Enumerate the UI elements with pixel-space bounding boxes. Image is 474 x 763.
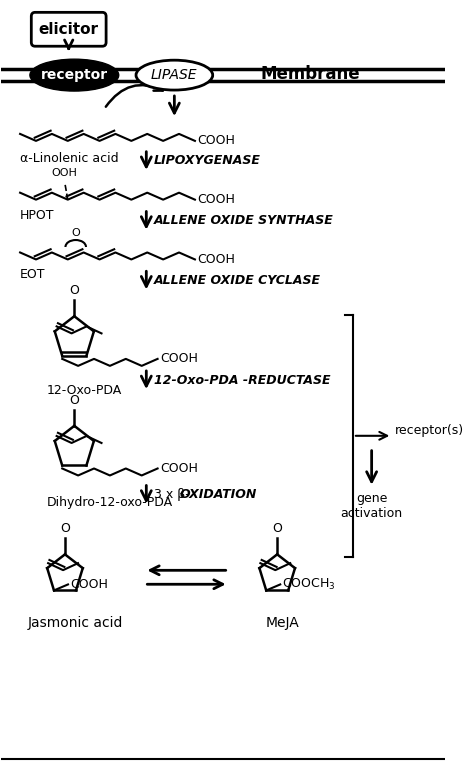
Text: COOH: COOH bbox=[198, 134, 236, 147]
Text: O: O bbox=[60, 523, 70, 536]
Text: COOH: COOH bbox=[160, 462, 198, 475]
Text: COOH: COOH bbox=[198, 253, 236, 266]
Text: ALLENE OXIDE CYCLASE: ALLENE OXIDE CYCLASE bbox=[154, 274, 321, 287]
Ellipse shape bbox=[136, 60, 213, 90]
Text: receptor(s): receptor(s) bbox=[395, 424, 464, 437]
Text: O: O bbox=[69, 285, 79, 298]
Text: α-Linolenic acid: α-Linolenic acid bbox=[20, 152, 118, 165]
Text: 12-Oxo-PDA -REDUCTASE: 12-Oxo-PDA -REDUCTASE bbox=[154, 374, 330, 387]
Text: MeJA: MeJA bbox=[266, 617, 300, 630]
Text: ALLENE OXIDE SYNTHASE: ALLENE OXIDE SYNTHASE bbox=[154, 214, 334, 227]
Text: O: O bbox=[69, 394, 79, 407]
Text: COOH: COOH bbox=[70, 578, 108, 591]
Text: LIPOXYGENASE: LIPOXYGENASE bbox=[154, 154, 261, 167]
Text: OOH: OOH bbox=[51, 168, 77, 178]
Text: OXIDATION: OXIDATION bbox=[180, 488, 257, 501]
FancyArrowPatch shape bbox=[106, 83, 163, 107]
Text: HPOT: HPOT bbox=[20, 208, 55, 221]
FancyBboxPatch shape bbox=[31, 12, 106, 47]
Text: O: O bbox=[272, 523, 282, 536]
Text: COOH: COOH bbox=[198, 193, 236, 206]
Text: gene
activation: gene activation bbox=[341, 491, 403, 520]
Text: 3 x β-: 3 x β- bbox=[154, 488, 190, 501]
Text: COOCH$_3$: COOCH$_3$ bbox=[282, 577, 336, 592]
Text: EOT: EOT bbox=[20, 269, 46, 282]
Text: receptor: receptor bbox=[41, 68, 108, 82]
Text: Membrane: Membrane bbox=[260, 65, 360, 83]
Text: COOH: COOH bbox=[160, 353, 198, 365]
Ellipse shape bbox=[30, 60, 118, 91]
Text: 12-Oxo-PDA: 12-Oxo-PDA bbox=[46, 384, 121, 397]
Text: O: O bbox=[72, 228, 80, 238]
Text: elicitor: elicitor bbox=[39, 22, 99, 37]
Text: Dihydro-12-oxo-PDA: Dihydro-12-oxo-PDA bbox=[46, 496, 173, 509]
Text: LIPASE: LIPASE bbox=[151, 68, 198, 82]
Text: Jasmonic acid: Jasmonic acid bbox=[27, 617, 123, 630]
